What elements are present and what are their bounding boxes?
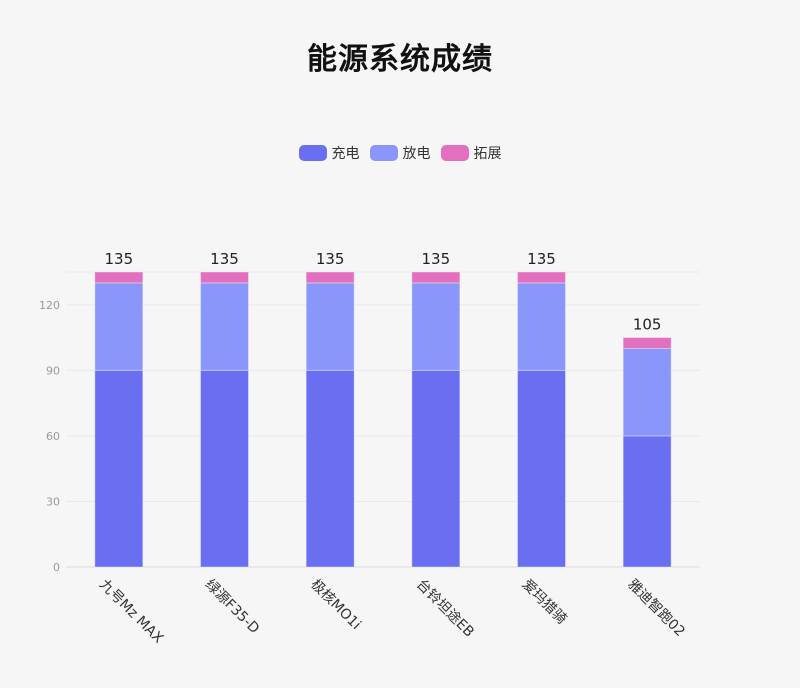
bar-segment[interactable]	[411, 369, 461, 568]
x-category-label: 爱玛猎骑	[519, 577, 570, 628]
bar-segment[interactable]	[200, 369, 249, 568]
legend-swatch-extend	[440, 145, 469, 161]
bar-total-label: 135	[105, 250, 134, 268]
legend-item-charge[interactable]: 充电	[298, 143, 360, 163]
bar-segment[interactable]	[622, 435, 672, 568]
bar-segment[interactable]	[622, 347, 672, 437]
y-tick-label: 120	[39, 299, 60, 312]
legend: 充电 放电 拓展	[0, 143, 800, 163]
bar-total-label: 135	[422, 250, 451, 268]
legend-item-discharge[interactable]: 放电	[369, 143, 431, 163]
bar-total-label: 105	[633, 316, 662, 334]
x-category-label: 台铃坦途EB	[413, 576, 478, 641]
bar-segment[interactable]	[94, 282, 144, 371]
bar-segment[interactable]	[305, 369, 355, 568]
bar-segment[interactable]	[305, 271, 355, 284]
bar-segment[interactable]	[200, 271, 249, 284]
bar-segment[interactable]	[94, 271, 144, 284]
bar-segment[interactable]	[517, 282, 566, 371]
bar-segment[interactable]	[94, 369, 144, 568]
x-category-label: 绿源F35-D	[202, 577, 263, 638]
bar-segment[interactable]	[411, 271, 461, 284]
bar-segment[interactable]	[411, 282, 461, 371]
legend-item-extend[interactable]: 拓展	[440, 143, 502, 163]
bar-segment[interactable]	[305, 282, 355, 371]
y-tick-label: 60	[46, 430, 60, 443]
chart-title: 能源系统成绩	[307, 42, 493, 77]
x-category-label: 极核MO1i	[307, 577, 364, 634]
x-category-label: 九号Mz MAX	[96, 577, 166, 647]
legend-swatch-charge	[298, 145, 327, 161]
bar-segment[interactable]	[517, 369, 566, 568]
y-tick-label: 30	[46, 495, 60, 508]
legend-label-discharge: 放电	[402, 146, 431, 162]
y-tick-label: 0	[53, 561, 60, 574]
bar-segment[interactable]	[517, 271, 566, 284]
bar-total-label: 135	[316, 250, 345, 268]
legend-label-charge: 充电	[331, 146, 360, 162]
legend-label-extend: 拓展	[473, 146, 502, 162]
legend-swatch-discharge	[369, 145, 398, 161]
bar-segment[interactable]	[622, 337, 672, 349]
y-tick-label: 90	[46, 364, 60, 377]
x-category-label: 雅迪智跑02	[624, 577, 688, 641]
bar-total-label: 135	[527, 250, 556, 268]
bar-total-label: 135	[210, 250, 239, 268]
bar-segment[interactable]	[200, 282, 249, 371]
